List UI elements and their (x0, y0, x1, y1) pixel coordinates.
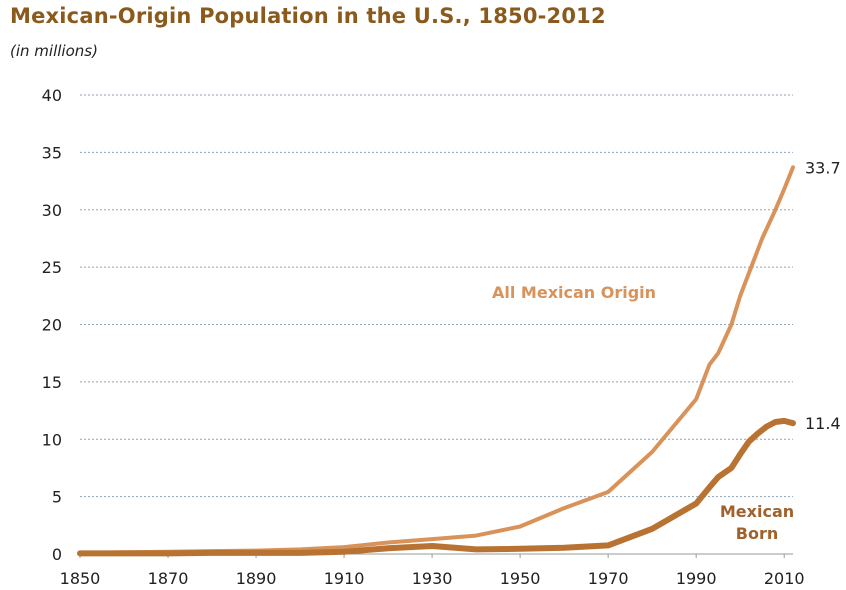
x-tick-label: 1850 (60, 569, 101, 588)
y-tick-label: 30 (42, 201, 62, 220)
gridlines (80, 94, 793, 555)
x-tick-label: 1970 (588, 569, 629, 588)
series-label: Born (736, 524, 778, 543)
series-label: All Mexican Origin (492, 283, 656, 302)
x-tick-label: 1990 (676, 569, 717, 588)
x-tick-label: 1890 (236, 569, 277, 588)
y-tick-label: 35 (42, 143, 62, 162)
chart-subtitle: (in millions) (10, 42, 98, 60)
end-value-label: 33.7 (805, 158, 841, 177)
y-tick-label: 10 (42, 430, 62, 449)
y-axis-ticks: 0 5 10 15 20 25 30 35 40 (42, 86, 62, 564)
series-label: Mexican (720, 502, 794, 521)
y-tick-label: 25 (42, 258, 62, 277)
series-lines (77, 165, 796, 557)
y-tick-label: 5 (52, 488, 62, 507)
series-line-all-mexican-origin (78, 165, 795, 555)
x-tick-label: 1870 (148, 569, 189, 588)
series-line-mexican-born (77, 417, 796, 557)
x-axis-ticks: 1850 1870 1890 1910 1930 1950 1970 1990 2010 (60, 554, 805, 588)
y-tick-label: 15 (42, 373, 62, 392)
end-value-label: 11.4 (805, 414, 841, 433)
x-tick-label: 1930 (412, 569, 453, 588)
series-labels: 33.7 11.4 All Mexican Origin Mexican Born (492, 158, 841, 543)
x-tick-label: 1910 (324, 569, 365, 588)
y-tick-label: 20 (42, 316, 62, 335)
y-tick-label: 0 (52, 545, 62, 564)
chart-title: Mexican-Origin Population in the U.S., 1… (10, 4, 606, 28)
y-tick-label: 40 (42, 86, 62, 105)
x-tick-label: 1950 (500, 569, 541, 588)
x-tick-label: 2010 (764, 569, 805, 588)
